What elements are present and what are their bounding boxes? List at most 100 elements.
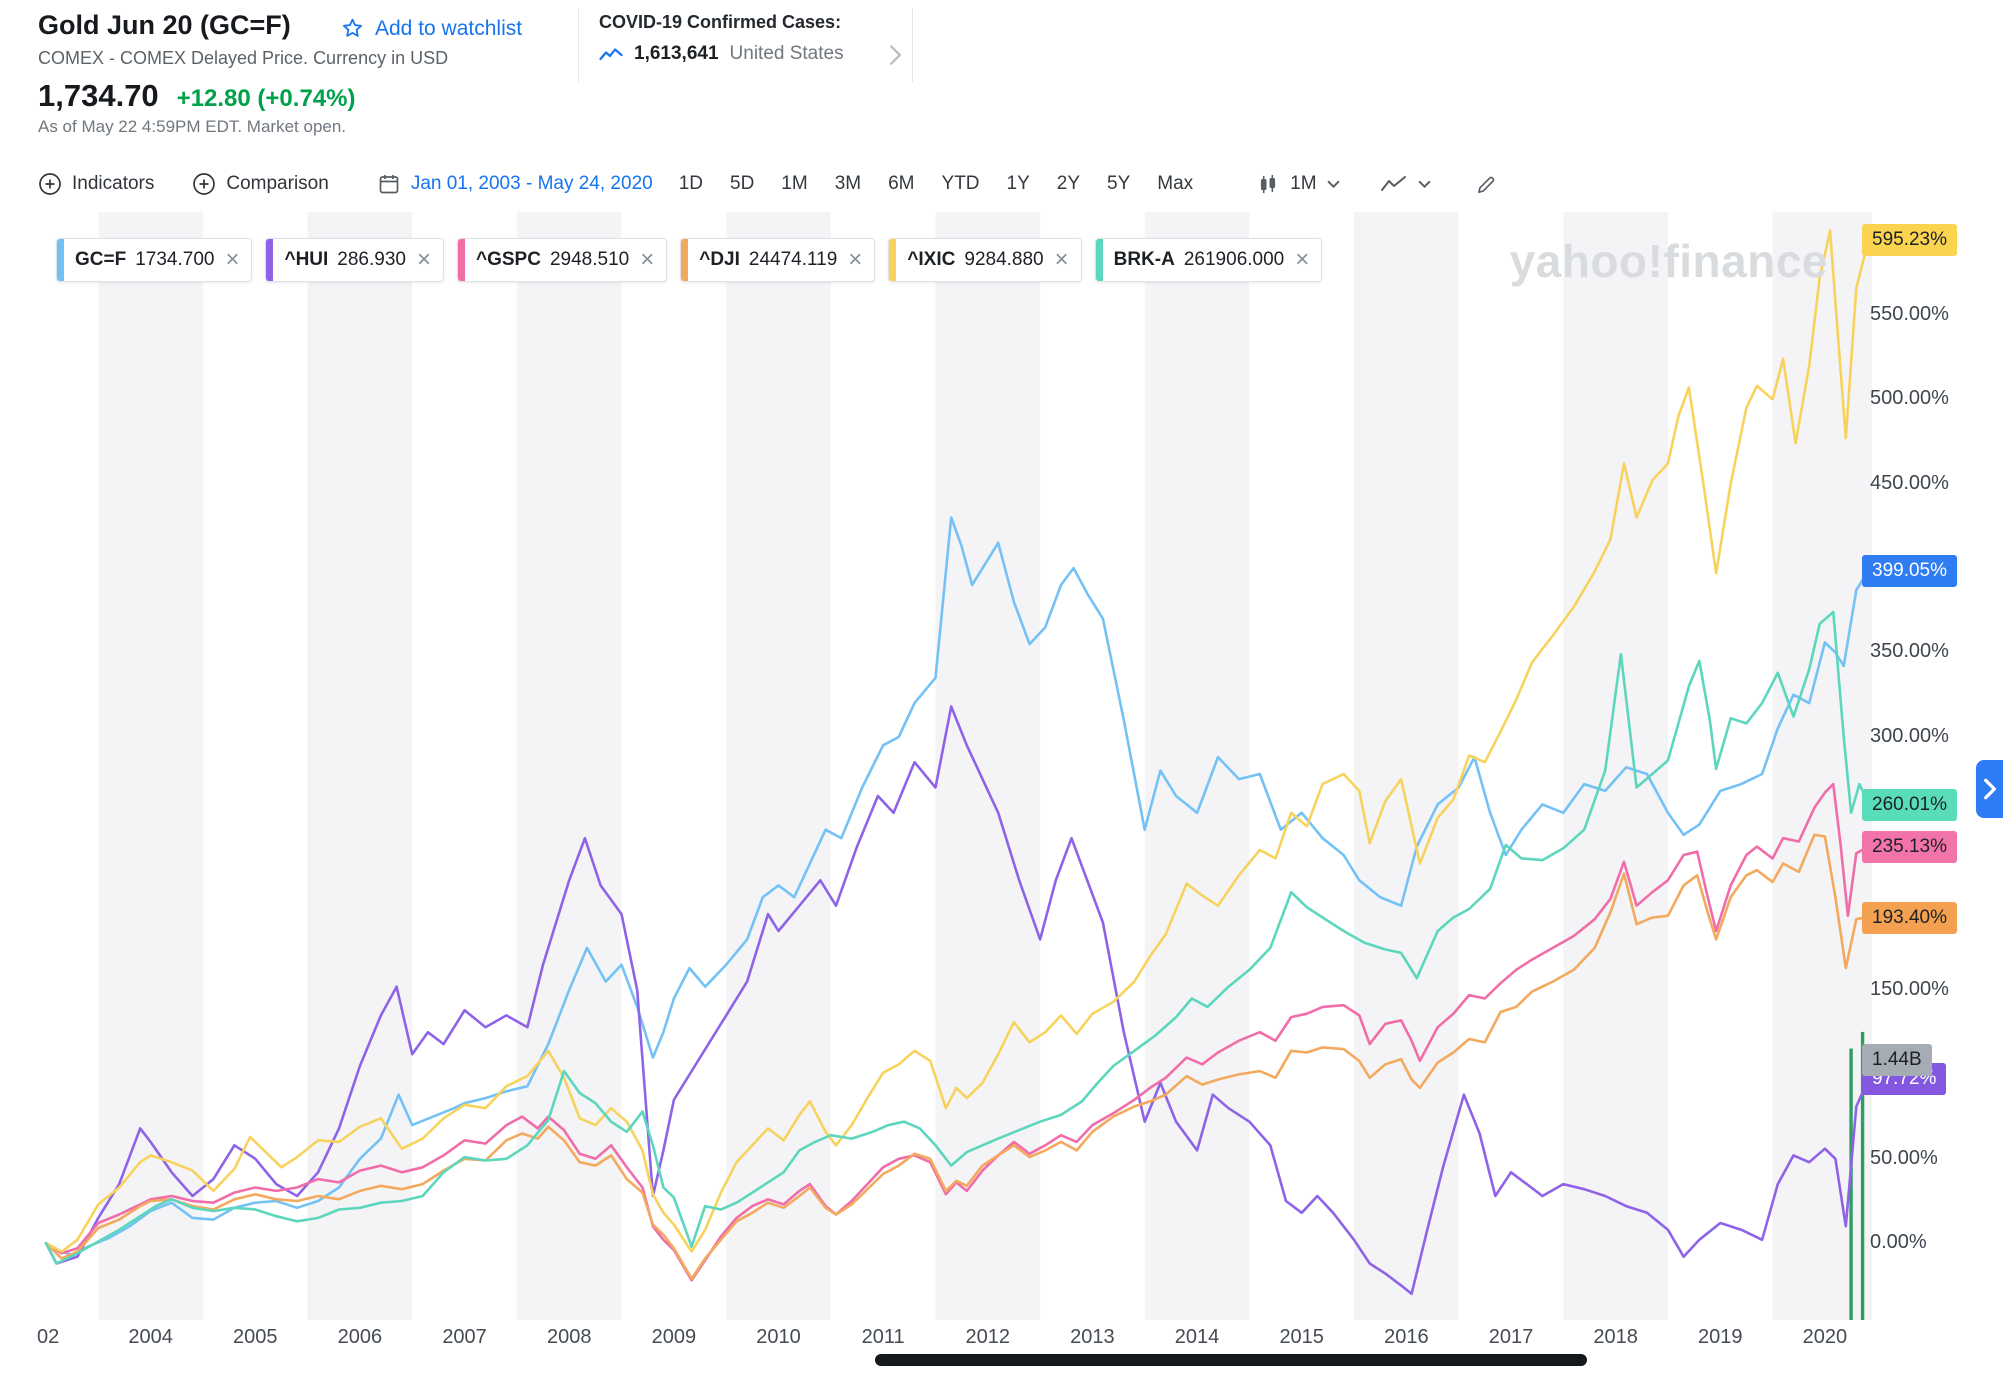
chip-color-bar xyxy=(57,239,64,281)
series-line-^GSPC xyxy=(44,782,1871,1282)
range-button-5Y[interactable]: 5Y xyxy=(1107,173,1131,194)
x-axis-label: 2013 xyxy=(1070,1326,1115,1348)
remove-symbol-icon[interactable]: × xyxy=(1295,246,1310,273)
range-button-Max[interactable]: Max xyxy=(1157,173,1194,194)
remove-symbol-icon[interactable]: × xyxy=(848,246,863,273)
range-button-1M[interactable]: 1M xyxy=(781,173,808,194)
chevron-down-icon xyxy=(1418,180,1430,188)
indicators-label: Indicators xyxy=(72,173,155,194)
year-band xyxy=(1563,212,1668,1320)
y-axis-label: 50.00% xyxy=(1870,1146,1938,1169)
x-axis-label: 2009 xyxy=(651,1326,697,1348)
chevron-right-icon xyxy=(1984,778,1996,800)
chip-value: 24474.119 xyxy=(748,249,838,270)
covid-count: 1,613,641 xyxy=(634,43,719,64)
covid-region: United States xyxy=(729,43,844,64)
horizontal-scrollbar[interactable] xyxy=(875,1354,1587,1366)
price-badge-^DJI: 193.40% xyxy=(1862,901,1958,934)
interval-label: 1M xyxy=(1290,173,1317,194)
x-axis-label: 2019 xyxy=(1698,1326,1743,1348)
year-band xyxy=(516,212,622,1320)
chip-value: 2948.510 xyxy=(549,249,630,270)
range-button-5D[interactable]: 5D xyxy=(730,173,755,194)
quote-row: 1,734.70 +12.80 (+0.74%) xyxy=(38,78,355,114)
comparison-button[interactable]: Comparison xyxy=(192,172,329,196)
x-axis-label: 02 xyxy=(36,1326,60,1348)
x-axis-label: 2008 xyxy=(546,1326,592,1348)
range-button-2Y[interactable]: 2Y xyxy=(1056,173,1081,194)
chip-value: 9284.880 xyxy=(964,249,1044,270)
chip-symbol: ^HUI xyxy=(284,249,329,270)
legend-chip-^DJI[interactable]: ^DJI 24474.119 × xyxy=(680,238,876,282)
indicators-button[interactable]: Indicators xyxy=(38,172,154,196)
volume-badge: 1.44B xyxy=(1862,1044,1932,1077)
chip-value: 261906.000 xyxy=(1183,249,1285,270)
chip-symbol: ^GSPC xyxy=(476,249,541,270)
sparkline-icon xyxy=(599,48,623,61)
x-axis-label: 2005 xyxy=(233,1326,278,1348)
price-change: +12.80 (+0.74%) xyxy=(176,85,356,112)
y-axis-label: 0.00% xyxy=(1870,1231,1927,1254)
chevron-right-icon[interactable] xyxy=(889,44,902,66)
chart-area[interactable]: yahoo!finance GC=F 1734.700 × ^HUI 286.930 × ^… xyxy=(0,212,2003,1378)
calendar-icon xyxy=(379,175,399,194)
remove-symbol-icon[interactable]: × xyxy=(1054,246,1069,273)
draw-tool-button[interactable] xyxy=(1475,173,1498,196)
pencil-icon xyxy=(1477,176,1494,193)
x-axis-label: 2007 xyxy=(442,1326,487,1348)
range-button-6M[interactable]: 6M xyxy=(888,173,915,194)
remove-symbol-icon[interactable]: × xyxy=(416,246,431,273)
chip-symbol: BRK-A xyxy=(1113,249,1175,270)
series-line-^HUI xyxy=(44,705,1871,1296)
year-band xyxy=(307,212,413,1320)
price-badge-GC=F: 399.05% xyxy=(1862,554,1958,587)
year-band xyxy=(1354,212,1459,1320)
series-line-^DJI xyxy=(44,833,1871,1280)
legend-chip-BRK-A[interactable]: BRK-A 261906.000 × xyxy=(1094,238,1323,282)
y-axis-label: 150.00% xyxy=(1870,978,1949,1001)
chip-color-bar xyxy=(1095,239,1103,281)
star-icon xyxy=(343,18,362,37)
chart-type-selector[interactable] xyxy=(1380,174,1431,194)
current-price: 1,734.70 xyxy=(38,78,159,113)
add-to-watchlist-button[interactable]: Add to watchlist xyxy=(340,16,522,41)
legend-chip-^GSPC[interactable]: ^GSPC 2948.510 × xyxy=(457,238,668,282)
range-button-YTD[interactable]: YTD xyxy=(941,173,980,194)
x-axis-label: 2016 xyxy=(1384,1326,1429,1348)
date-range-button[interactable]: Jan 01, 2003 - May 24, 2020 xyxy=(377,172,653,196)
chip-color-bar xyxy=(681,239,689,281)
expand-panel-button[interactable] xyxy=(1976,760,2003,818)
x-axis-label: 2015 xyxy=(1279,1326,1324,1348)
y-axis-label: 350.00% xyxy=(1870,640,1949,663)
price-badge-^GSPC: 235.13% xyxy=(1862,831,1958,864)
remove-symbol-icon[interactable]: × xyxy=(225,246,240,273)
chip-color-bar xyxy=(266,239,274,281)
x-axis-label: 2014 xyxy=(1174,1326,1220,1348)
year-band xyxy=(98,212,203,1320)
year-band xyxy=(1772,212,1872,1320)
legend-chip-^HUI[interactable]: ^HUI 286.930 × xyxy=(265,238,444,282)
x-axis-label: 2020 xyxy=(1802,1326,1848,1348)
remove-symbol-icon[interactable]: × xyxy=(640,246,655,273)
range-button-3M[interactable]: 3M xyxy=(834,173,862,194)
range-button-1D[interactable]: 1D xyxy=(678,173,703,194)
range-button-1Y[interactable]: 1Y xyxy=(1006,173,1030,194)
legend-chip-^IXIC[interactable]: ^IXIC 9284.880 × xyxy=(888,238,1082,282)
chart-toolbar: Indicators Comparison Jan 01, 2003 - May… xyxy=(38,163,1968,205)
chip-value: 1734.700 xyxy=(135,249,215,270)
watchlist-label: Add to watchlist xyxy=(375,16,523,40)
x-axis-label: 2006 xyxy=(337,1326,383,1348)
chip-color-bar xyxy=(889,239,897,281)
legend-chip-GC=F[interactable]: GC=F 1734.700 × xyxy=(56,238,253,282)
legend-chips: GC=F 1734.700 × ^HUI 286.930 × ^GSPC 2948.510 × ^… xyxy=(56,238,1323,282)
chip-symbol: ^IXIC xyxy=(907,249,956,270)
volume-bar xyxy=(1849,1048,1853,1320)
as-of-note: As of May 22 4:59PM EDT. Market open. xyxy=(38,117,347,136)
interval-selector[interactable]: 1M xyxy=(1257,173,1339,196)
y-axis-label: 450.00% xyxy=(1870,471,1949,494)
add-comparison-icon xyxy=(193,173,216,195)
covid-module[interactable]: COVID-19 Confirmed Cases: 1,613,641 Unit… xyxy=(578,8,913,82)
add-indicator-icon xyxy=(39,173,61,195)
price-chart[interactable] xyxy=(0,212,1880,1324)
chip-color-bar xyxy=(458,239,465,281)
